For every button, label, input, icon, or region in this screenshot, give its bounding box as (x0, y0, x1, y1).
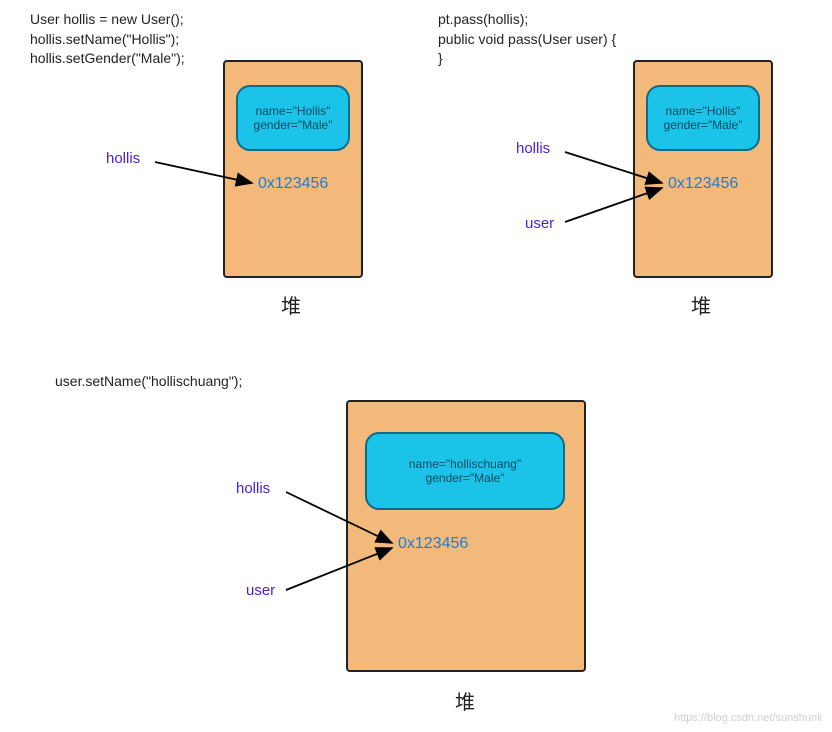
obj-name-p2: name="Hollis" (666, 104, 741, 118)
ref-hollis-p3: hollis (236, 480, 270, 497)
ref-user-p2: user (525, 215, 554, 232)
obj-name-p3: name="hollischuang" (409, 457, 521, 471)
ref-hollis-p1: hollis (106, 150, 140, 167)
object-box-p1: name="Hollis"gender="Male" (236, 85, 350, 151)
heap-label-p2: 堆 (691, 290, 711, 319)
heap-label-p1: 堆 (281, 290, 301, 319)
obj-gender-p2: gender="Male" (664, 118, 743, 132)
ref-user-p3: user (246, 582, 275, 599)
address-p3: 0x123456 (398, 535, 468, 553)
obj-gender-p3: gender="Male" (426, 471, 505, 485)
obj-name-p1: name="Hollis" (256, 104, 331, 118)
address-p1: 0x123456 (258, 175, 328, 193)
code-block-p1: User hollis = new User(); hollis.setName… (30, 10, 185, 69)
watermark: https://blog.csdn.net/sunshunli (674, 712, 822, 724)
code-block-p2: pt.pass(hollis); public void pass(User u… (438, 10, 616, 69)
code-block-p3: user.setName("hollischuang"); (55, 372, 242, 392)
obj-gender-p1: gender="Male" (254, 118, 333, 132)
heap-label-p3: 堆 (455, 686, 475, 715)
ref-hollis-p2: hollis (516, 140, 550, 157)
address-p2: 0x123456 (668, 175, 738, 193)
object-box-p3: name="hollischuang"gender="Male" (365, 432, 565, 510)
object-box-p2: name="Hollis"gender="Male" (646, 85, 760, 151)
